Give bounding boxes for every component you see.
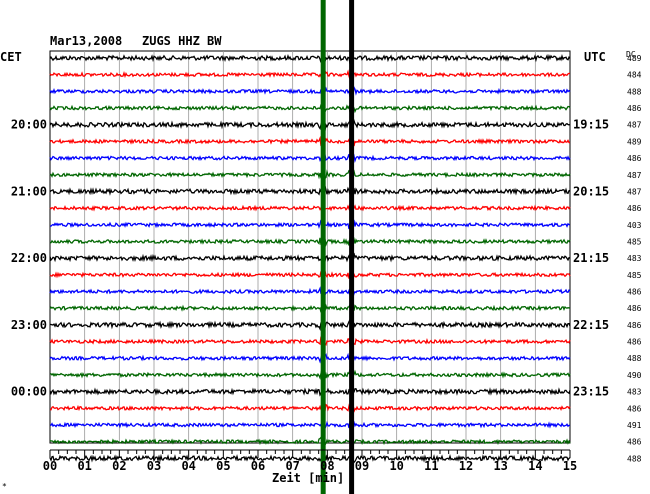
x-axis: 00 01 02 03 04 05 06 07 08 09 10 11 12 13 14 15 [43, 449, 577, 473]
dc-value: 487 [627, 187, 642, 196]
dc-value: 486 [627, 104, 642, 113]
right-time-label: 19:15 [573, 118, 609, 132]
trace-row [49, 234, 571, 247]
dc-value: 486 [627, 438, 642, 447]
dc-value: 487 [627, 121, 642, 130]
trace-row [49, 302, 571, 315]
x-tick-label: 07 [285, 459, 299, 473]
dc-value: 403 [627, 221, 642, 230]
dc-value: 486 [627, 288, 642, 297]
trace-row [49, 168, 571, 183]
trace-row [49, 352, 571, 364]
x-tick-label: 04 [181, 459, 195, 473]
trace-row [49, 420, 571, 431]
trace-row [49, 250, 571, 265]
trace-row [49, 434, 571, 450]
left-time-label: 21:00 [11, 184, 47, 198]
dc-value: 489 [627, 54, 642, 63]
dc-value: 489 [627, 137, 642, 146]
x-tick-label: 00 [43, 459, 57, 473]
right-time-label: 22:15 [573, 318, 609, 332]
dc-value: 488 [627, 454, 642, 463]
left-time-label: 23:00 [11, 318, 47, 332]
left-timezone: CET [0, 50, 22, 64]
trace-row [49, 48, 571, 64]
trace-row [49, 101, 571, 114]
dc-value: 486 [627, 321, 642, 330]
x-tick-label: 08 [320, 459, 334, 473]
dc-value: 488 [627, 87, 642, 96]
x-tick-label: 05 [216, 459, 230, 473]
corner-mark: * [2, 482, 7, 491]
dc-value: 487 [627, 171, 642, 180]
right-time-label: 20:15 [573, 184, 609, 198]
plot-frame [49, 50, 571, 444]
dc-value: 484 [627, 71, 642, 80]
x-tick-label: 15 [563, 459, 577, 473]
x-tick-label: 02 [112, 459, 126, 473]
dc-value: 485 [627, 237, 642, 246]
x-tick-label: 03 [147, 459, 161, 473]
trace-row [49, 317, 571, 333]
trace-row [49, 286, 571, 299]
trace-row [49, 387, 571, 399]
chart-date: Mar13,2008 [50, 34, 122, 48]
x-tick-label: 01 [77, 459, 91, 473]
left-time-label: 22:00 [11, 251, 47, 265]
chart-station: ZUGS HHZ BW [142, 34, 222, 48]
dc-value: 486 [627, 204, 642, 213]
right-time-label: 21:15 [573, 251, 609, 265]
dc-value: 485 [627, 271, 642, 280]
trace-row [49, 200, 571, 214]
dc-value: 483 [627, 388, 642, 397]
dc-value: 486 [627, 154, 642, 163]
x-tick-label: 06 [251, 459, 265, 473]
dc-value: 491 [627, 421, 642, 430]
left-time-label: 20:00 [11, 118, 47, 132]
trace-row [49, 118, 571, 132]
right-timezone: UTC [584, 50, 606, 64]
dc-value: 486 [627, 338, 642, 347]
dc-header: DC [626, 50, 636, 59]
dc-value: 488 [627, 354, 642, 363]
x-tick-label: 13 [493, 459, 507, 473]
trace-row [49, 135, 571, 148]
trace-row [49, 452, 571, 464]
trace-row [49, 335, 571, 347]
trace-row [49, 267, 571, 281]
x-tick-label: 09 [355, 459, 369, 473]
left-time-label: 00:00 [11, 385, 47, 399]
dc-value: 486 [627, 304, 642, 313]
trace-row [50, 218, 571, 230]
trace-row [49, 68, 570, 81]
grid [49, 50, 571, 444]
x-tick-label: 12 [459, 459, 473, 473]
x-tick-label: 14 [528, 459, 542, 473]
x-axis-label: Zeit [min] [272, 471, 344, 485]
dc-value: 483 [627, 254, 642, 263]
trace-row [49, 401, 571, 416]
traces [49, 48, 571, 464]
x-tick-label: 11 [424, 459, 438, 473]
event-markers [320, 0, 355, 494]
trace-row [49, 366, 571, 380]
x-tick-label: 10 [389, 459, 403, 473]
trace-row [49, 85, 571, 99]
trace-row [49, 185, 571, 196]
time-labels: 20:00 21:00 22:00 23:00 00:00 19:15 20:15 21:15… [11, 54, 642, 463]
trace-row [49, 152, 571, 166]
dc-value: 486 [627, 404, 642, 413]
dc-value: 490 [627, 371, 642, 380]
right-time-label: 23:15 [573, 385, 609, 399]
